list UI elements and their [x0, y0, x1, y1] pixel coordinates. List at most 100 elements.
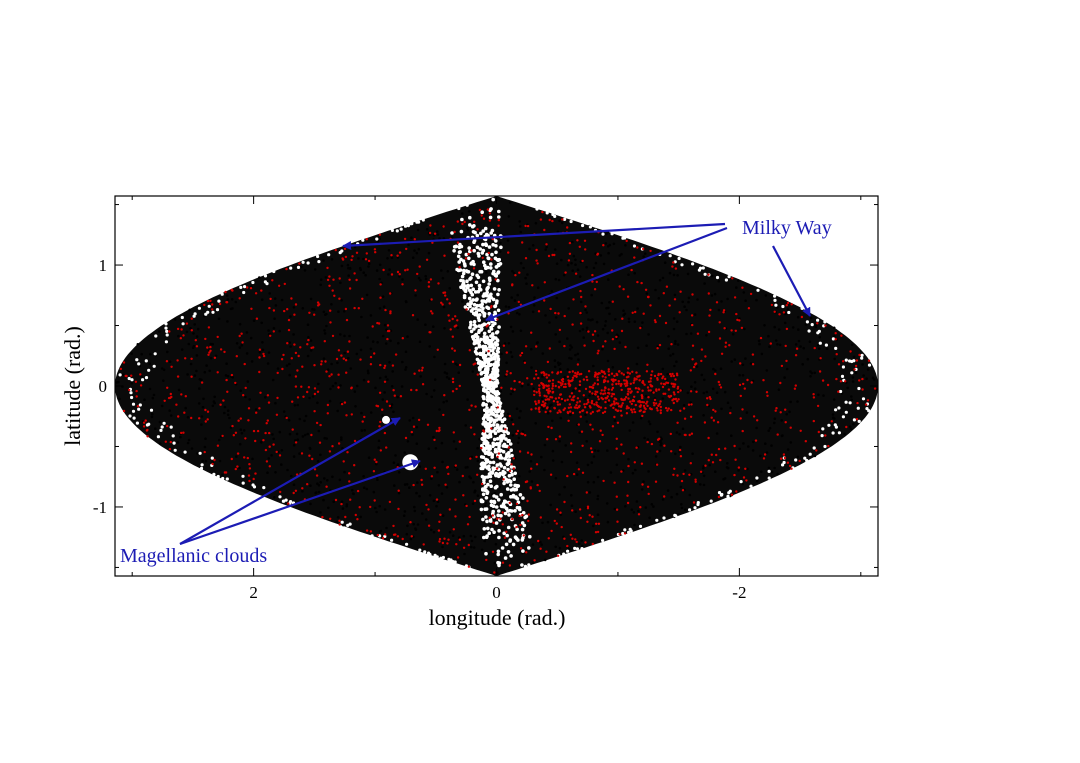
red-point: [379, 283, 382, 286]
red-point: [455, 543, 458, 546]
red-point: [619, 409, 623, 412]
milky-way-point: [523, 515, 527, 520]
black-point: [585, 420, 589, 423]
red-point: [627, 387, 630, 391]
red-point: [535, 259, 538, 262]
black-point: [862, 374, 865, 377]
red-point: [169, 396, 172, 400]
red-point: [691, 323, 694, 327]
red-point: [689, 390, 693, 393]
red-point: [653, 404, 656, 407]
red-point: [543, 404, 546, 407]
red-point: [754, 439, 758, 442]
red-point: [300, 385, 303, 388]
milky-way-point: [459, 229, 464, 234]
black-point: [510, 418, 514, 422]
black-point: [783, 321, 787, 325]
red-point: [540, 381, 543, 385]
milky-way-point: [522, 523, 527, 528]
black-point: [214, 354, 218, 358]
red-point: [166, 424, 169, 428]
milky-way-point: [497, 561, 502, 565]
red-point: [232, 434, 235, 437]
edge-point: [153, 352, 157, 356]
red-point: [538, 489, 541, 493]
red-point: [506, 370, 509, 373]
red-point: [469, 426, 473, 429]
black-point: [386, 257, 389, 260]
milky-way-point: [493, 447, 498, 452]
black-point: [390, 385, 394, 388]
red-point: [318, 441, 322, 444]
milky-way-point: [491, 243, 495, 247]
red-point: [827, 444, 830, 448]
black-point: [601, 327, 605, 331]
red-point: [619, 384, 622, 387]
milky-way-point: [484, 496, 489, 500]
red-point: [313, 364, 316, 367]
red-point: [640, 281, 643, 285]
black-point: [524, 276, 527, 280]
red-point: [567, 379, 570, 382]
edge-point: [216, 474, 220, 479]
milky-way-point: [499, 514, 503, 518]
milky-way-point: [502, 465, 507, 470]
black-point: [238, 322, 242, 326]
red-point: [734, 458, 737, 461]
red-point: [456, 556, 460, 559]
milky-way-point: [468, 325, 472, 330]
black-point: [136, 343, 140, 346]
black-point: [539, 540, 542, 544]
red-point: [566, 398, 569, 401]
black-point: [403, 451, 407, 454]
black-point: [319, 278, 323, 282]
black-point: [768, 426, 772, 430]
red-point: [558, 435, 562, 438]
edge-point: [623, 236, 627, 240]
black-point: [786, 448, 790, 451]
black-point: [622, 309, 625, 313]
red-point: [391, 364, 395, 367]
red-point: [535, 248, 538, 252]
edge-point: [632, 244, 637, 248]
black-point: [556, 230, 560, 234]
black-point: [292, 306, 296, 309]
black-point: [522, 266, 525, 270]
red-point: [348, 287, 352, 290]
red-point: [275, 413, 279, 416]
black-point: [267, 457, 271, 460]
milky-way-point: [527, 546, 531, 550]
black-point: [209, 342, 213, 346]
black-point: [289, 315, 292, 318]
black-point: [730, 360, 733, 363]
black-point: [416, 228, 420, 232]
black-point: [590, 293, 593, 297]
black-point: [516, 441, 520, 445]
red-point: [744, 467, 747, 470]
edge-point: [787, 310, 791, 315]
red-point: [301, 487, 304, 490]
black-point: [244, 395, 247, 399]
black-point: [260, 298, 264, 302]
red-point: [260, 289, 263, 292]
black-point: [278, 430, 282, 434]
black-point: [865, 377, 868, 381]
edge-point: [147, 422, 151, 426]
black-point: [196, 327, 200, 331]
red-point: [625, 382, 628, 385]
milky-way-point: [492, 376, 497, 380]
black-point: [607, 244, 610, 248]
black-point: [336, 361, 339, 365]
red-point: [816, 404, 820, 408]
red-point: [840, 334, 843, 337]
black-point: [419, 375, 423, 378]
red-point: [537, 376, 540, 380]
red-point: [449, 328, 452, 331]
red-point: [670, 382, 673, 385]
black-point: [527, 383, 530, 387]
black-point: [192, 332, 195, 335]
black-point: [683, 469, 687, 472]
black-point: [378, 376, 382, 380]
black-point: [575, 461, 579, 465]
red-point: [439, 513, 442, 516]
